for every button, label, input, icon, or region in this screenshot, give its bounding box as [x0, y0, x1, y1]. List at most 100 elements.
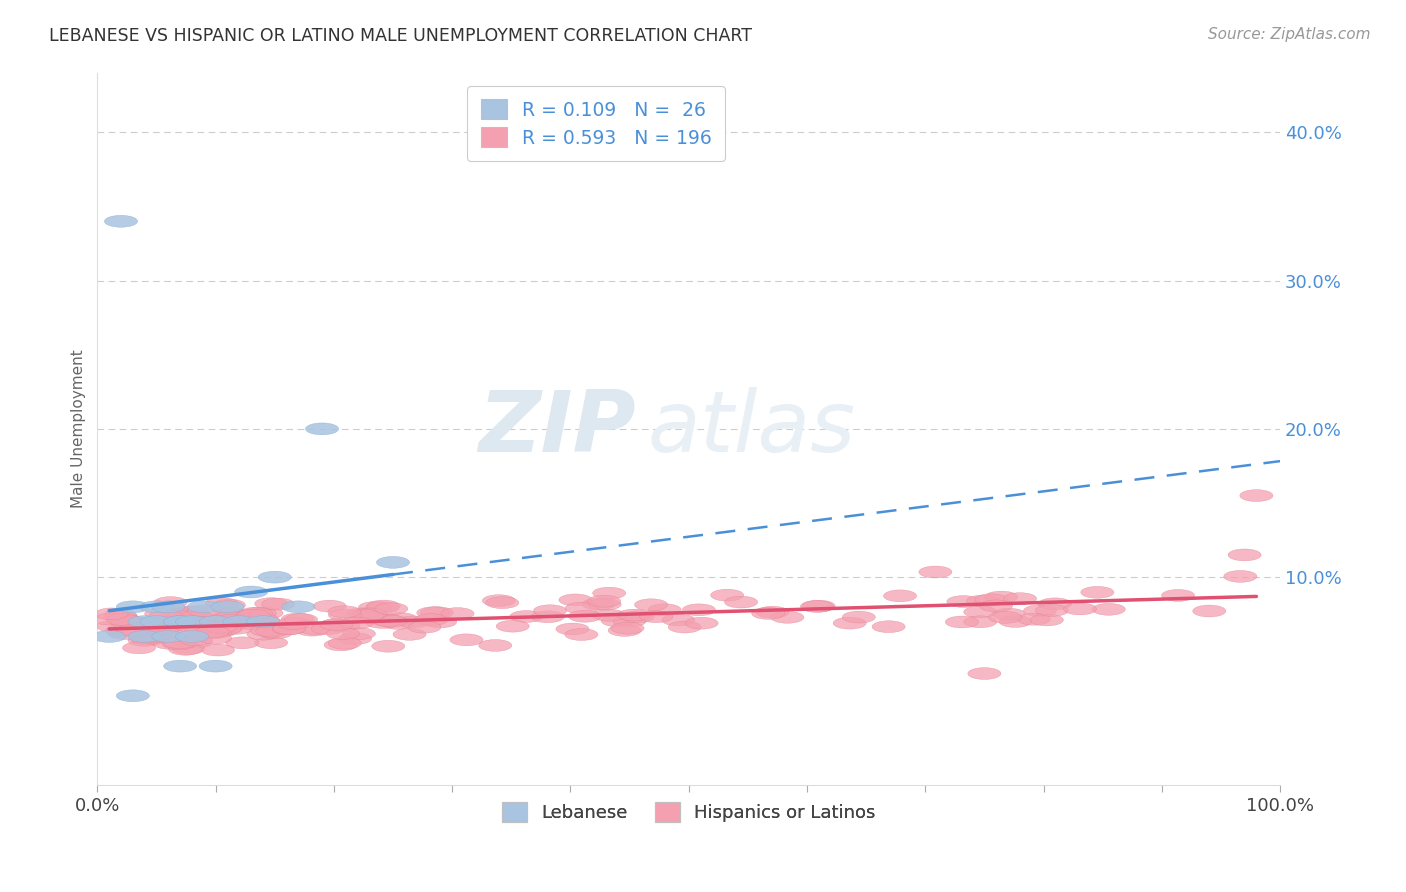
Ellipse shape [347, 607, 380, 620]
Ellipse shape [163, 615, 197, 628]
Ellipse shape [582, 599, 614, 610]
Ellipse shape [211, 601, 245, 613]
Ellipse shape [371, 615, 405, 626]
Ellipse shape [281, 613, 315, 625]
Ellipse shape [392, 629, 426, 640]
Ellipse shape [180, 636, 212, 648]
Ellipse shape [967, 667, 1001, 680]
Ellipse shape [326, 620, 360, 632]
Ellipse shape [1031, 614, 1063, 626]
Ellipse shape [328, 637, 361, 649]
Ellipse shape [381, 617, 415, 629]
Y-axis label: Male Unemployment: Male Unemployment [72, 350, 86, 508]
Ellipse shape [212, 599, 246, 611]
Ellipse shape [353, 608, 387, 620]
Ellipse shape [367, 600, 401, 612]
Ellipse shape [710, 590, 744, 601]
Ellipse shape [353, 608, 387, 620]
Ellipse shape [198, 624, 231, 636]
Ellipse shape [998, 615, 1032, 627]
Ellipse shape [842, 611, 876, 623]
Ellipse shape [1018, 614, 1050, 625]
Ellipse shape [993, 608, 1025, 620]
Ellipse shape [359, 601, 391, 614]
Ellipse shape [97, 621, 129, 632]
Ellipse shape [1223, 571, 1257, 582]
Ellipse shape [256, 625, 288, 637]
Ellipse shape [648, 604, 681, 615]
Ellipse shape [945, 616, 979, 628]
Ellipse shape [295, 624, 329, 636]
Ellipse shape [235, 618, 269, 630]
Ellipse shape [920, 566, 952, 578]
Ellipse shape [107, 614, 139, 625]
Ellipse shape [205, 598, 238, 609]
Ellipse shape [166, 607, 198, 620]
Ellipse shape [668, 621, 702, 633]
Ellipse shape [201, 644, 235, 656]
Ellipse shape [326, 628, 360, 640]
Ellipse shape [198, 632, 232, 644]
Ellipse shape [592, 609, 626, 621]
Ellipse shape [104, 215, 138, 227]
Ellipse shape [226, 637, 259, 648]
Ellipse shape [602, 615, 634, 627]
Ellipse shape [128, 615, 162, 628]
Ellipse shape [167, 607, 201, 620]
Ellipse shape [311, 623, 344, 634]
Ellipse shape [967, 595, 1000, 607]
Ellipse shape [756, 607, 789, 618]
Ellipse shape [281, 601, 315, 613]
Ellipse shape [200, 615, 232, 628]
Ellipse shape [262, 599, 295, 610]
Ellipse shape [1039, 598, 1071, 610]
Ellipse shape [834, 617, 866, 629]
Ellipse shape [319, 619, 352, 632]
Ellipse shape [685, 617, 718, 629]
Ellipse shape [946, 596, 980, 607]
Ellipse shape [162, 617, 194, 629]
Ellipse shape [122, 642, 156, 654]
Legend: Lebanese, Hispanics or Latinos: Lebanese, Hispanics or Latinos [495, 795, 883, 829]
Ellipse shape [236, 609, 270, 621]
Ellipse shape [163, 660, 197, 672]
Ellipse shape [217, 612, 250, 624]
Ellipse shape [138, 631, 172, 642]
Ellipse shape [325, 639, 357, 651]
Ellipse shape [232, 610, 264, 622]
Ellipse shape [343, 628, 375, 640]
Ellipse shape [235, 586, 267, 598]
Ellipse shape [271, 622, 305, 634]
Ellipse shape [204, 625, 236, 637]
Ellipse shape [127, 618, 160, 630]
Ellipse shape [163, 637, 197, 648]
Ellipse shape [277, 617, 309, 630]
Ellipse shape [770, 611, 804, 624]
Ellipse shape [273, 623, 307, 635]
Ellipse shape [163, 638, 195, 650]
Ellipse shape [980, 600, 1012, 612]
Ellipse shape [239, 607, 273, 619]
Ellipse shape [340, 617, 373, 629]
Ellipse shape [259, 627, 292, 639]
Ellipse shape [682, 604, 716, 615]
Ellipse shape [162, 610, 194, 622]
Ellipse shape [169, 643, 201, 656]
Ellipse shape [219, 623, 253, 634]
Ellipse shape [173, 620, 207, 632]
Ellipse shape [482, 595, 516, 607]
Ellipse shape [588, 595, 620, 607]
Ellipse shape [200, 660, 232, 672]
Ellipse shape [108, 628, 141, 640]
Ellipse shape [988, 611, 1022, 624]
Ellipse shape [321, 618, 353, 631]
Ellipse shape [371, 640, 405, 652]
Ellipse shape [752, 607, 785, 619]
Text: LEBANESE VS HISPANIC OR LATINO MALE UNEMPLOYMENT CORRELATION CHART: LEBANESE VS HISPANIC OR LATINO MALE UNEM… [49, 27, 752, 45]
Ellipse shape [273, 623, 305, 635]
Ellipse shape [250, 607, 283, 619]
Ellipse shape [1240, 490, 1272, 501]
Ellipse shape [195, 626, 229, 638]
Ellipse shape [141, 615, 173, 628]
Ellipse shape [883, 590, 917, 602]
